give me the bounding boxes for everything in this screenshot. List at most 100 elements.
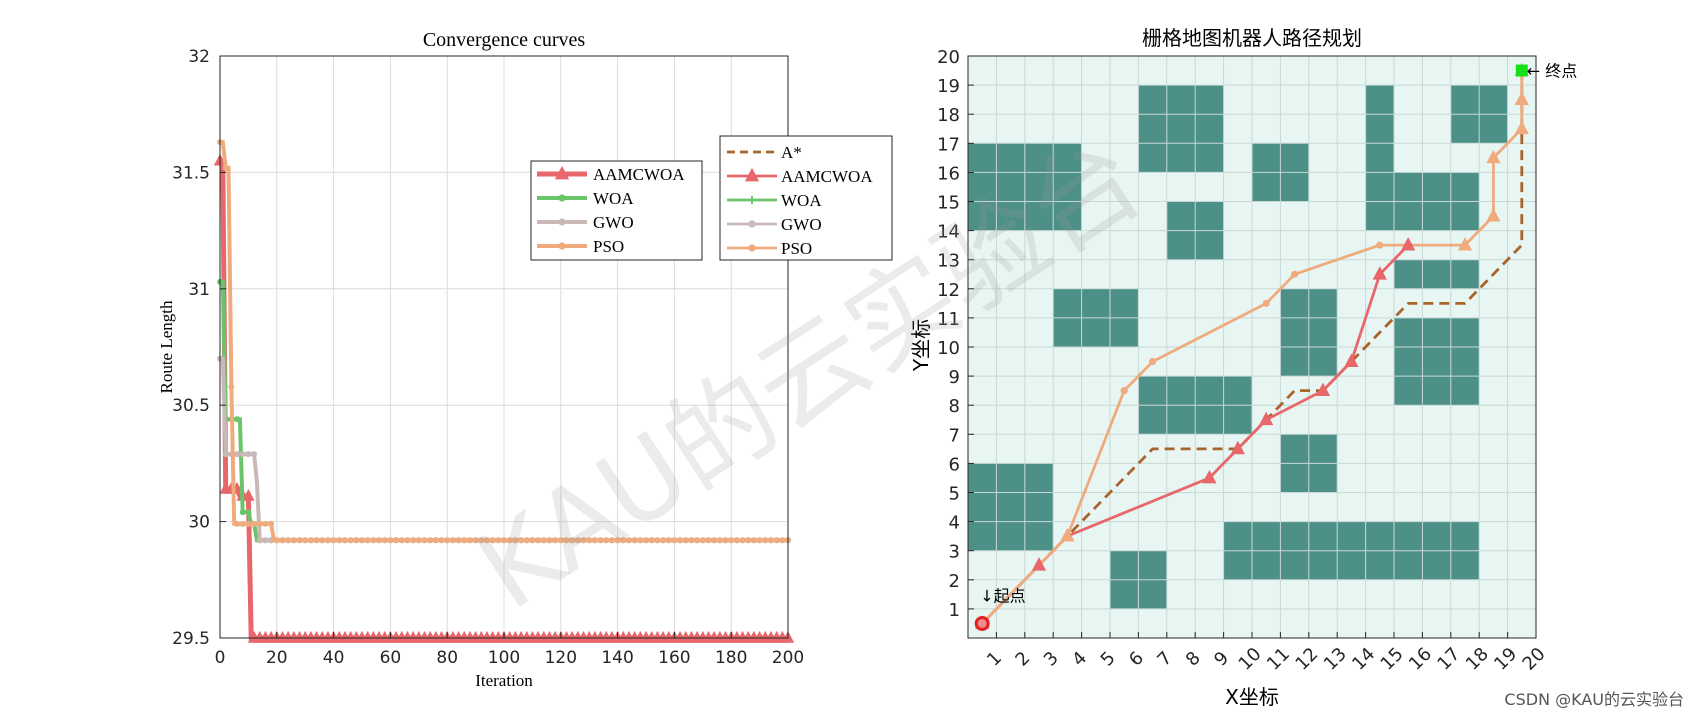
right-x-tick-label: 6 [1125,648,1148,671]
right-point-pso [1514,91,1529,106]
right-legend-label-woa: WOA [781,191,822,210]
right-x-tick-label: 14 [1348,644,1379,675]
left-x-tick-label: 200 [772,648,804,668]
left-y-axis-label: Route Length [157,300,176,394]
right-x-tick-label: 17 [1433,644,1464,675]
right-x-axis-label: X坐标 [1225,685,1279,709]
left-marker-pso [449,537,456,544]
left-marker-pso [518,537,525,544]
left-marker-pso [614,537,621,544]
right-obstacle-block [968,463,1054,551]
right-point-aamcwoa [1031,557,1047,571]
left-marker-pso [660,537,667,544]
right-x-tick-label: 12 [1291,644,1322,675]
right-legend-marker-aamcwoa [744,167,760,182]
right-x-tick-label: 8 [1182,648,1205,671]
right-y-tick-label: 10 [937,338,960,359]
left-marker-pso [359,537,365,544]
right-obstacle-block [1394,259,1480,289]
left-marker-pso [586,537,593,544]
left-marker-pso [557,537,564,544]
right-x-tick-label: 18 [1462,644,1493,675]
left-marker-pso [262,520,269,527]
right-y-tick-label: 4 [949,513,960,534]
left-marker-pso [313,537,320,544]
left-marker-pso [239,520,246,527]
left-marker-pso [529,537,536,544]
right-point-aamcwoa [1344,353,1359,367]
left-marker-pso [569,537,576,544]
right-y-tick-label: 19 [937,76,960,97]
right-point-pso [1514,120,1529,135]
right-x-tick-label: 4 [1068,648,1091,671]
right-point-aamcwoa [1401,237,1416,251]
left-marker-aamcwoa [242,488,255,501]
left-marker-pso [580,537,587,544]
left-marker-pso [643,537,649,544]
left-chart-title: Convergence curves [423,29,586,51]
left-y-tick-label: 29.5 [172,629,210,649]
left-x-tick-label: 0 [215,648,226,668]
left-x-tick-label: 120 [545,648,577,668]
left-marker-gwo [251,451,258,458]
left-marker-pso [574,537,581,544]
goal-point-label: ← 终点 [1527,62,1578,81]
left-legend-marker-aamcwoa [554,165,570,180]
right-y-tick-label: 3 [949,542,960,563]
left-marker-pso [665,537,672,544]
left-marker-pso [501,537,507,544]
right-chart-title: 栅格地图机器人路径规划 [1142,26,1362,50]
right-x-tick-label: 3 [1040,648,1063,671]
left-legend-label-aamcwoa: AAMCWOA [593,165,685,184]
left-marker-gwo [234,451,241,458]
left-marker-pso [251,520,258,527]
left-marker-pso [228,383,235,390]
right-y-tick-label: 15 [937,193,960,214]
left-x-tick-label: 180 [715,648,747,668]
right-y-tick-label: 12 [937,280,960,301]
left-marker-pso [608,537,615,544]
left-marker-pso [296,537,303,544]
left-legend-marker-gwo [558,218,566,226]
right-obstacle-block [1138,85,1224,173]
left-markers-pso [217,139,791,544]
left-marker-pso [285,537,292,544]
left-marker-pso [353,537,360,544]
left-marker-pso [523,537,530,544]
left-marker-woa [245,509,252,516]
right-point-pso [1486,149,1501,164]
right-legend-label-aamcwoa: AAMCWOA [781,167,873,186]
start-point-label: ↓起点 [980,586,1025,605]
left-marker-pso [302,537,309,544]
left-legend-label-woa: WOA [593,189,634,208]
start-point-marker [974,615,990,631]
right-y-tick-label: 11 [937,309,960,330]
left-marker-pso [376,537,383,544]
left-marker-pso [597,537,604,544]
left-marker-pso [393,537,400,544]
left-marker-pso [472,537,479,544]
left-marker-pso [466,537,473,544]
left-marker-pso [552,537,559,544]
right-legend-label-pso: PSO [781,239,812,258]
left-marker-gwo [222,451,229,458]
left-series-lines [213,139,795,643]
left-marker-pso [370,537,377,544]
left-marker-pso [506,537,513,544]
left-x-tick-label: 40 [323,648,345,668]
left-marker-pso [694,537,701,544]
right-y-axis-label: Y坐标 [909,319,933,372]
left-legend: AAMCWOA WOA GWO PSO [530,160,703,261]
left-legend-marker-woa [558,194,566,202]
right-y-tick-label: 16 [937,163,960,184]
left-marker-pso [716,537,723,544]
right-legend-marker-gwo [748,220,756,228]
left-marker-pso [773,537,780,544]
right-point-pso [1149,357,1157,366]
right-point-pso [1262,299,1270,307]
goal-point-marker [1515,64,1528,77]
left-marker-pso [682,537,689,544]
right-x-tick-label: 9 [1210,648,1233,671]
right-y-tick-label: 17 [937,134,960,155]
